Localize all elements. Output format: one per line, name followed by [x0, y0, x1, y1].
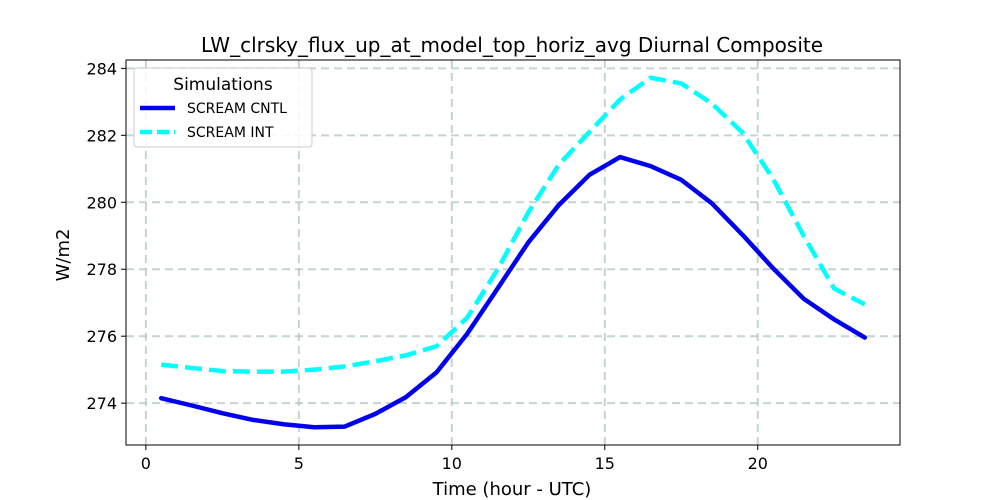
y-axis-label: W/m2 — [53, 229, 74, 282]
x-tick-label: 5 — [294, 454, 304, 473]
x-axis-label: Time (hour - UTC) — [432, 479, 592, 500]
chart-title: LW_clrsky_flux_up_at_model_top_horiz_avg… — [201, 33, 823, 57]
legend-box — [133, 67, 313, 148]
x-tick-label: 20 — [748, 454, 768, 473]
plot-frame — [125, 59, 901, 446]
legend-title: Simulations — [173, 75, 273, 95]
series-lines — [158, 75, 868, 430]
y-tick-label: 278 — [86, 260, 117, 279]
y-tick-label: 282 — [86, 126, 117, 145]
y-tick-label: 274 — [86, 394, 117, 413]
x-tick-label: 15 — [595, 454, 615, 473]
legend-entry-label: SCREAM CNTL — [187, 101, 287, 117]
axis-ticks: 0 5 10 15 20 274 276 278 280 282 284 — [86, 59, 767, 473]
series-line-scream-cntl — [158, 154, 868, 430]
legend: Simulations SCREAM CNTL SCREAM INT — [133, 67, 313, 148]
x-tick-label: 10 — [442, 454, 462, 473]
series-line-scream-int — [160, 75, 866, 374]
x-tick-label: 0 — [141, 454, 151, 473]
y-tick-label: 276 — [86, 327, 117, 346]
legend-entry-label: SCREAM INT — [187, 125, 274, 141]
y-tick-label: 280 — [86, 193, 117, 212]
y-tick-label: 284 — [86, 59, 117, 78]
